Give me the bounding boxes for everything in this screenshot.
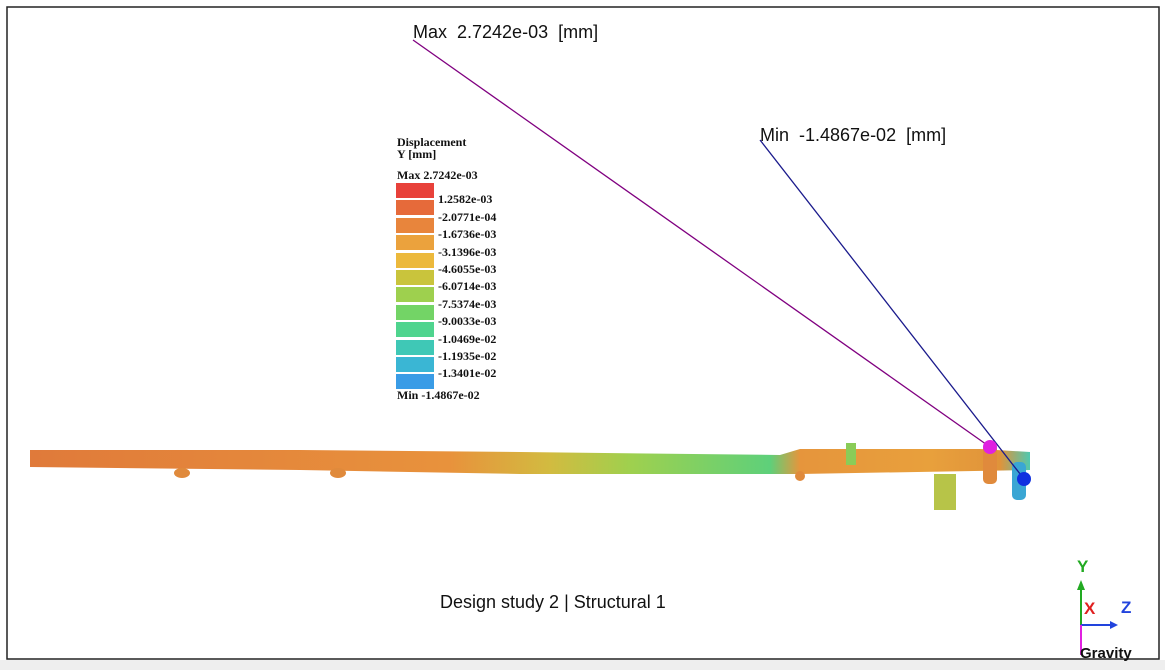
legend-label: -4.6055e-03 [438,263,496,275]
legend-swatch [396,200,434,215]
triad-y: Y [1077,557,1088,577]
triad-x: X [1084,599,1095,619]
viewport: Max 2.7242e-03 [mm] Min -1.4867e-02 [mm]… [0,0,1165,670]
legend-label: -1.3401e-02 [438,367,496,379]
max-marker [983,440,997,454]
legend-swatch [396,253,434,268]
tab [846,443,856,465]
min-leader [760,140,1024,479]
bracket [934,474,956,510]
legend-swatch [396,340,434,355]
legend-swatch [396,322,434,337]
legend-label: 1.2582e-03 [438,193,492,205]
triad-z: Z [1121,598,1131,618]
legend-swatch [396,270,434,285]
frame [7,7,1159,659]
legend-title: Y [mm] [397,148,436,160]
caption: Design study 2 | Structural 1 [440,592,666,613]
legend-label: -1.0469e-02 [438,333,496,345]
legend-swatch [396,305,434,320]
legend-swatch [396,357,434,372]
min-annotation: Min -1.4867e-02 [mm] [760,125,946,146]
status-bar [0,660,1165,670]
legend-swatch [396,183,434,198]
legend-swatch [396,287,434,302]
max-annotation: Max 2.7242e-03 [mm] [413,22,598,43]
legend-label: -9.0033e-03 [438,315,496,327]
z-arrow [1110,621,1118,629]
legend-label: -7.5374e-03 [438,298,496,310]
scene [0,0,1165,670]
legend-swatch [396,218,434,233]
legend-label: -1.1935e-02 [438,350,496,362]
legend-label: -6.0714e-03 [438,280,496,292]
gravity-label: Gravity [1080,645,1132,662]
legend-label: -2.0771e-04 [438,211,496,223]
y-arrow [1077,580,1085,590]
min-marker [1017,472,1031,486]
legend-swatch [396,235,434,250]
legend-label: -3.1396e-03 [438,246,496,258]
max-leader [413,40,990,447]
legend-label: -1.6736e-03 [438,228,496,240]
legend-max: Max 2.7242e-03 [397,169,478,181]
legend-min: Min -1.4867e-02 [397,389,480,401]
